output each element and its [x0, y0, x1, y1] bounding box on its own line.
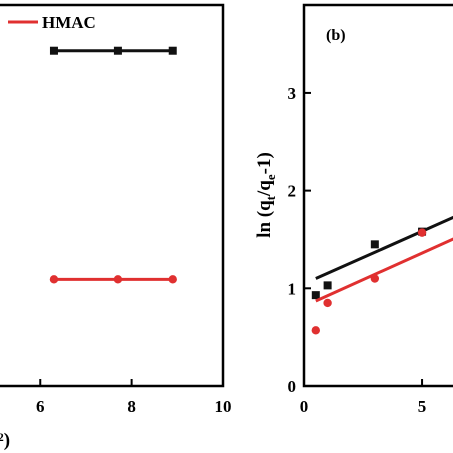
panel-b-series-0-point-0 — [311, 291, 320, 300]
panel-b-x-tick-label-0: 0 — [300, 397, 309, 416]
panel-a-x-tick-label-6: 6 — [36, 397, 45, 416]
panel-b-frame — [302, 3, 453, 388]
panel-a-series-0-point-1 — [113, 46, 122, 55]
panel-b-y-tick-label-0: 0 — [288, 377, 297, 396]
panel-a-series-0-point-0 — [49, 46, 58, 55]
panel-b-y-tick-label-2: 2 — [288, 182, 297, 201]
panel-a-frame — [0, 3, 225, 388]
ylabel-part-3: -1) — [254, 152, 275, 174]
panel-b-x-tick-label-5: 5 — [418, 397, 427, 416]
panel-b-y-tick-label-1: 1 — [288, 279, 297, 298]
ylabel-part-2: /q — [254, 180, 275, 197]
panel-a-series-1-point-1 — [113, 275, 123, 284]
panel-b-series-1-point-3 — [417, 228, 427, 237]
panel-a-series-1-point-0 — [49, 275, 59, 284]
ylabel-sub-t: t — [263, 195, 278, 200]
panel-a-series-1-point-2 — [168, 275, 177, 284]
panel-a-legend: HMAC — [8, 13, 96, 32]
panel-a-x-ticks: 6 8 10 — [36, 379, 232, 416]
legend-label-hmac: HMAC — [42, 13, 96, 32]
panel-b-series-0-fit-line — [315, 215, 453, 280]
panel-b-series-0-point-2 — [370, 240, 379, 249]
panel-b-series-1-point-2 — [370, 274, 380, 283]
panel-b-y-label: ln (qt/qe-1) — [254, 152, 278, 238]
panel-a-series — [49, 46, 177, 284]
panel-b-y-tick-label-3: 3 — [288, 84, 297, 103]
panel-b-series-0-point-1 — [323, 281, 332, 290]
panel-b-ticks: 0 1 2 3 0 5 — [288, 84, 427, 416]
ylabel-part-1: ln (q — [254, 200, 275, 238]
panel-a-series-0-point-2 — [168, 46, 177, 55]
panel-b: (b) 0 1 2 3 0 5 ln (qt/qe-1) — [254, 3, 453, 416]
panel-a-x-tick-label-8: 8 — [127, 397, 136, 416]
panel-a-x-label-fragment: ²) — [0, 430, 10, 451]
ylabel-sub-e: e — [263, 174, 278, 180]
panel-a-x-tick-label-10: 10 — [215, 397, 232, 416]
panel-b-series — [311, 215, 453, 335]
panel-b-series-1-point-0 — [311, 326, 321, 335]
panel-b-label: (b) — [326, 27, 346, 44]
panel-a: 6 8 10 HMAC ²) — [0, 3, 232, 451]
panel-b-series-1-point-1 — [323, 298, 332, 308]
panel-b-series-1-fit-line — [315, 237, 453, 303]
